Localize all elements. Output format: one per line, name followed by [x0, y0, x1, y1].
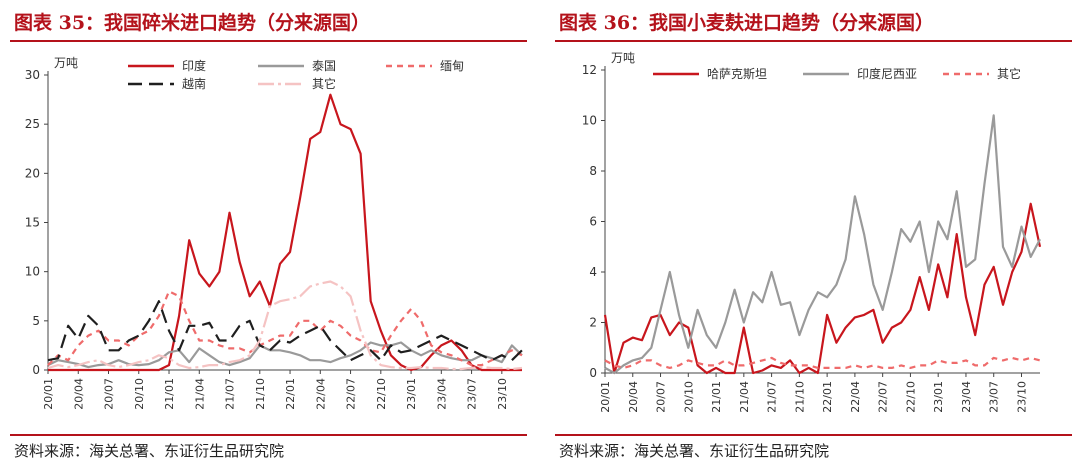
chart-panel-rice: 图表 35：我国碎米进口趋势（分来源国） 0 5 10 15 20 25 30 万吨 20/01…	[0, 0, 535, 471]
x-tick-label: 21/04	[738, 381, 751, 413]
y-tick-label: 20	[25, 166, 40, 180]
y-tick-label: 25	[25, 117, 40, 131]
chart-title: 图表 35：我国碎米进口趋势（分来源国）	[14, 12, 371, 34]
x-tick-label: 23/04	[435, 378, 448, 410]
legend-label: 泰国	[312, 59, 336, 73]
legend-label: 印度尼西亚	[857, 66, 917, 81]
x-tick-label: 20/07	[655, 381, 668, 413]
x-tick-label: 20/01	[599, 381, 612, 413]
y-tick-label: 0	[589, 366, 597, 380]
legend-label: 印度	[182, 58, 206, 73]
series-line	[47, 290, 523, 367]
x-tick-label: 20/04	[627, 381, 640, 413]
x-tick-label: 23/10	[496, 378, 509, 410]
legend-label: 其它	[997, 66, 1021, 81]
x-tick-label: 21/01	[710, 381, 723, 413]
broken-rice-import-chart: 0 5 10 15 20 25 30 万吨 20/01 20/04 20/07 20/10 21/01 2…	[25, 56, 523, 410]
y-tick-label: 2	[589, 316, 597, 330]
y-tick-label: 10	[25, 265, 40, 279]
x-tick-label: 22/10	[904, 381, 917, 413]
y-tick-label: 10	[582, 114, 597, 128]
x-tick-label: 23/01	[405, 378, 418, 410]
y-tick-label: 12	[582, 63, 597, 77]
x-tick-label: 22/07	[345, 378, 358, 410]
series-line	[47, 300, 523, 362]
series-line	[603, 202, 1042, 375]
series-line	[47, 280, 523, 371]
y-tick-label: 8	[589, 164, 597, 178]
x-tick-label: 20/07	[103, 378, 116, 410]
x-tick-label: 20/04	[72, 378, 85, 410]
title-rule	[10, 40, 527, 42]
x-tick-label: 22/01	[821, 381, 834, 413]
source-rule	[555, 434, 1072, 436]
x-tick-label: 23/04	[960, 381, 973, 413]
x-tick-label: 21/07	[224, 378, 237, 410]
y-axis-label: 万吨	[54, 56, 78, 70]
series-line	[604, 114, 1041, 375]
series-line	[604, 356, 1041, 369]
chart-title: 图表 36：我国小麦麸进口趋势（分来源国）	[559, 12, 935, 34]
x-tick-label: 20/01	[42, 378, 55, 410]
y-axis-label: 万吨	[611, 51, 635, 65]
y-tick-label: 30	[25, 68, 40, 82]
legend-label: 越南	[182, 76, 206, 91]
x-tick-label: 22/10	[375, 378, 388, 410]
source-rule	[10, 434, 527, 436]
y-tick-label: 5	[32, 314, 40, 328]
series-line	[48, 93, 522, 372]
wheat-bran-import-chart: 0 2 4 6 8 10 12 万吨 20/01 20/04 20/07 20/10 21/01 21/0…	[582, 51, 1042, 413]
x-tick-label: 21/01	[163, 378, 176, 410]
x-tick-label: 23/10	[1015, 381, 1028, 413]
x-tick-label: 21/10	[254, 378, 267, 410]
x-tick-label: 21/10	[793, 381, 806, 413]
chart-source: 资料来源：海关总署、东证衍生品研究院	[14, 442, 285, 460]
x-tick-label: 23/01	[932, 381, 945, 413]
x-tick-label: 20/10	[133, 378, 146, 410]
x-tick-label: 22/04	[314, 378, 327, 410]
x-tick-label: 22/04	[849, 381, 862, 413]
legend-label: 其它	[312, 76, 336, 91]
x-tick-label: 21/04	[193, 378, 206, 410]
y-tick-label: 0	[32, 363, 40, 377]
x-tick-label: 23/07	[988, 381, 1001, 413]
x-tick-label: 20/10	[682, 381, 695, 413]
x-tick-label: 21/07	[766, 381, 779, 413]
x-tick-label: 22/07	[877, 381, 890, 413]
y-tick-label: 4	[589, 265, 597, 279]
x-tick-label: 22/01	[284, 378, 297, 410]
chart-panel-bran: 图表 36：我国小麦麸进口趋势（分来源国） 0 2 4 6 8 10 12 万吨 20/01 20…	[545, 0, 1080, 471]
legend-label: 缅甸	[440, 59, 464, 73]
legend-label: 哈萨克斯坦	[707, 67, 767, 81]
y-tick-label: 6	[589, 215, 597, 229]
title-rule	[555, 40, 1072, 42]
chart-source: 资料来源：海关总署、东证衍生品研究院	[559, 442, 830, 460]
series-line	[47, 341, 523, 369]
y-tick-label: 15	[25, 216, 40, 230]
x-tick-label: 23/07	[466, 378, 479, 410]
